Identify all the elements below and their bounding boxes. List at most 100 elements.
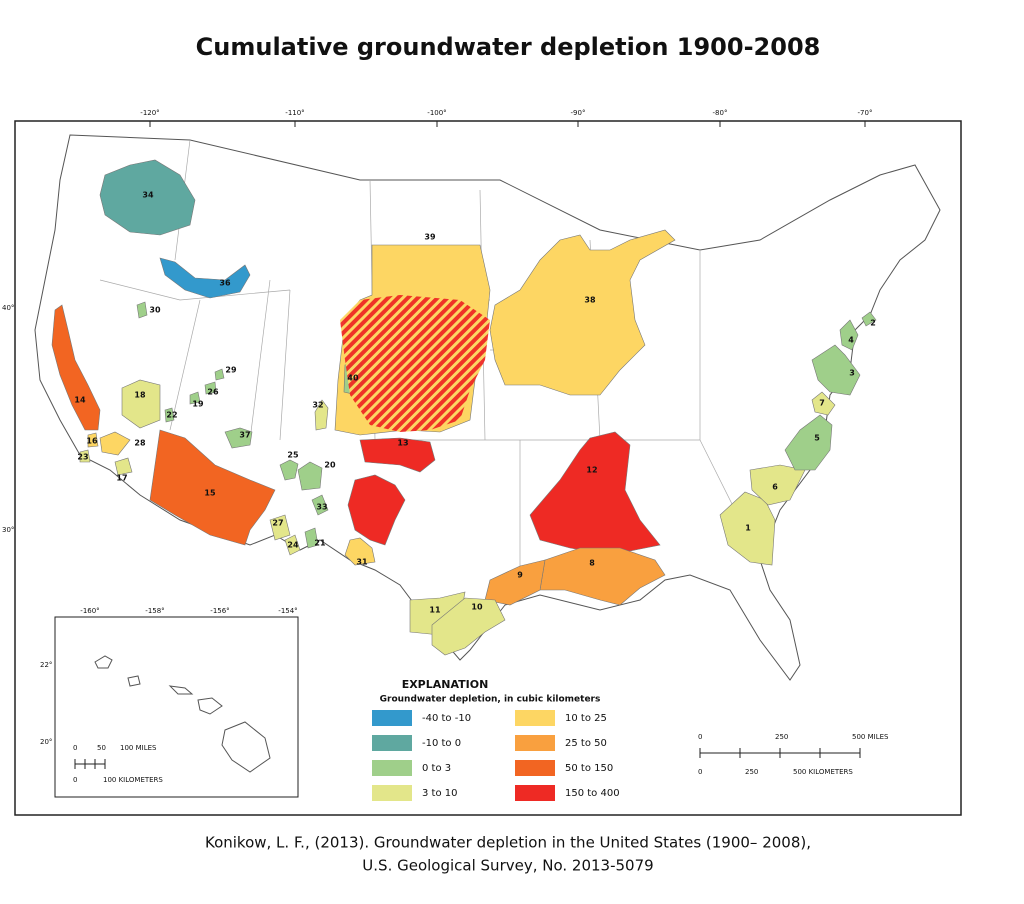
aquifer-label: 37: [239, 431, 250, 440]
aquifer-label: 7: [819, 399, 825, 408]
legend-label: 0 to 3: [422, 763, 451, 774]
longitude-label: -100°: [427, 109, 446, 117]
title: Cumulative groundwater depletion 1900-20…: [196, 33, 821, 61]
inset-longitude-label: -154°: [278, 607, 297, 615]
longitude-label: -120°: [140, 109, 159, 117]
scale-label: 500 MILES: [852, 733, 889, 741]
scale-label: 500 KILOMETERS: [793, 768, 853, 776]
inset-frame: [54, 616, 299, 798]
citation: Konikow, L. F., (2013). Groundwater depl…: [205, 834, 811, 852]
aquifer-label: 26: [207, 388, 219, 397]
aquifer-region: [784, 414, 833, 471]
scale-label: 0: [73, 744, 77, 752]
aquifer-region: [136, 301, 148, 319]
aquifer-region: [839, 319, 859, 351]
aquifer-label: 36: [219, 279, 231, 288]
legend-label: 150 to 400: [565, 788, 620, 799]
latitude-label: 30°: [2, 526, 14, 534]
aquifer-label: 4: [848, 336, 854, 345]
aquifer-label: 10: [471, 603, 483, 612]
longitude-label: -110°: [285, 109, 304, 117]
legend-swatch: [372, 785, 412, 801]
scale-label: 100 MILES: [120, 744, 157, 752]
aquifer-label: 11: [429, 606, 441, 615]
legend-swatch: [372, 710, 412, 726]
aquifer-region: [99, 159, 196, 236]
latitude-label: 40°: [2, 304, 14, 312]
legend-label: 25 to 50: [565, 738, 607, 749]
aquifer-region: [314, 399, 329, 431]
aquifer-region: [304, 527, 319, 549]
aquifer-region: [164, 407, 175, 423]
aquifer-region: [224, 427, 253, 449]
aquifer-label: 2: [870, 319, 876, 328]
aquifer-region: [79, 449, 91, 463]
aquifer-region: [87, 432, 99, 448]
scale-bar: 0 250 500 MILES 0 250 500 KILOMETERS: [698, 733, 889, 776]
legend-title: EXPLANATION: [402, 678, 489, 691]
legend: EXPLANATION Groundwater depletion, in cu…: [372, 678, 620, 801]
aquifer-label: 33: [316, 503, 327, 512]
aquifer-region: [431, 597, 506, 656]
scale-label: 50: [97, 744, 106, 752]
aquifer-label: 25: [287, 451, 299, 460]
aquifer-label: 6: [772, 483, 778, 492]
aquifer-region: [284, 534, 301, 556]
aquifer-region: [279, 459, 299, 481]
aquifer-label: 39: [424, 233, 436, 242]
aquifer-label: 17: [116, 474, 127, 483]
scale-label: 0: [698, 733, 702, 741]
citation: U.S. Geological Survey, No. 2013-5079: [362, 857, 653, 875]
aquifer-region: [811, 391, 836, 416]
aquifer-label: 5: [814, 434, 820, 443]
aquifer-label: 40: [347, 374, 359, 383]
legend-swatch: [515, 735, 555, 751]
longitude-label: -90°: [571, 109, 586, 117]
aquifer-region: [811, 344, 861, 396]
aquifer-label: 3: [849, 369, 855, 378]
scale-bar: 0 50 100 MILES 0 100 KILOMETERS: [73, 744, 163, 784]
aquifer-region: [861, 311, 877, 327]
aquifer-label: 23: [77, 453, 88, 462]
aquifer-region: [719, 491, 776, 566]
legend-label: 50 to 150: [565, 763, 613, 774]
aquifer-region: [297, 461, 323, 491]
aquifer-label: 29: [225, 366, 237, 375]
inset-latitude-label: 20°: [40, 738, 52, 746]
legend-label: -40 to -10: [422, 713, 471, 724]
aquifer-region: [214, 368, 225, 381]
aquifer-region: [51, 304, 101, 431]
aquifer-label: 8: [589, 559, 595, 568]
scale-label: 0: [73, 776, 77, 784]
legend-swatch: [372, 760, 412, 776]
aquifer-region: [189, 391, 201, 405]
aquifer-region: [489, 229, 676, 396]
aquifer-label: 1: [745, 524, 751, 533]
legend-swatch: [515, 760, 555, 776]
legend-label: -10 to 0: [422, 738, 461, 749]
legend-subtitle: Groundwater depletion, in cubic kilomete…: [380, 695, 601, 705]
inset-longitude-label: -160°: [80, 607, 99, 615]
aquifer-label: 22: [166, 411, 177, 420]
legend-swatch: [372, 735, 412, 751]
aquifer-label: 28: [134, 439, 146, 448]
aquifer-label: 19: [192, 400, 204, 409]
aquifer-label: 18: [134, 391, 146, 400]
aquifer-label: 27: [272, 519, 283, 528]
aquifer-region: [269, 514, 291, 541]
aquifer-region: [344, 537, 376, 566]
us-outline: [34, 134, 941, 681]
scale-label: 250: [745, 768, 758, 776]
aquifer-region: [539, 547, 666, 606]
aquifer-label: 14: [74, 396, 86, 405]
aquifer-label: 30: [149, 306, 161, 315]
longitude-label: -80°: [713, 109, 728, 117]
aquifer-label: 24: [287, 541, 299, 550]
aquifer-label: 15: [204, 489, 216, 498]
aquifer-label: 31: [356, 558, 368, 567]
aquifer-region: [114, 457, 133, 476]
aquifer-label: 21: [314, 539, 326, 548]
hawaii-islands: [94, 655, 271, 773]
aquifer-label: 16: [86, 437, 98, 446]
